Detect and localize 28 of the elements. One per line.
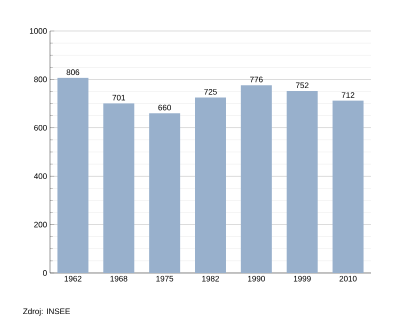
data-label: 701	[112, 94, 126, 100]
data-label: 660	[158, 104, 171, 110]
bar	[194, 98, 226, 273]
y-tick-label: 600	[34, 124, 47, 131]
data-label: 776	[250, 76, 263, 82]
x-tick-label: 1968	[110, 276, 128, 282]
x-tick-label: 1999	[294, 276, 311, 282]
x-tick-label: 1975	[156, 276, 174, 282]
bar	[149, 113, 180, 273]
x-tick-label: 1990	[248, 276, 265, 282]
bar	[103, 103, 134, 273]
y-tick-label: 0	[43, 270, 47, 276]
x-tick-label: 1962	[64, 276, 82, 282]
bar	[57, 78, 88, 273]
y-tick-label: 400	[34, 173, 47, 180]
data-label: 752	[296, 82, 308, 88]
bar	[286, 91, 318, 273]
x-tick-label: 1982	[202, 276, 219, 282]
text: Zdroj: INSEE	[23, 308, 70, 316]
x-tick-label: 2010	[340, 276, 357, 282]
bar	[332, 100, 364, 273]
data-label: 712	[342, 92, 354, 98]
data-label: 725	[204, 89, 217, 95]
y-tick-label: 800	[34, 76, 47, 82]
y-tick-label: 200	[34, 222, 47, 228]
data-label: 806	[66, 69, 80, 76]
y-tick-label: 1000	[30, 28, 47, 34]
bar	[240, 85, 272, 273]
